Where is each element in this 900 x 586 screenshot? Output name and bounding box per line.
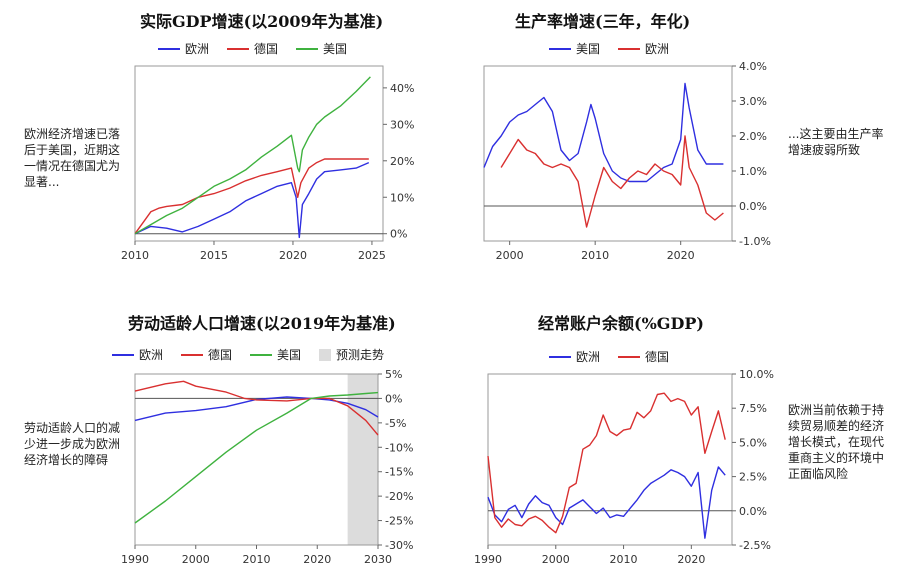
y-tick-label: -25% <box>385 515 413 528</box>
legend-item-europe: 欧洲 <box>158 40 209 57</box>
x-tick-label: 2020 <box>303 553 331 566</box>
legend-gdp: 欧洲 德国 美国 <box>158 40 347 57</box>
x-tick-label: 2010 <box>610 553 638 566</box>
plot-frame <box>483 65 733 242</box>
annotation-productivity: ...这主要由生产率增速疲弱所致 <box>788 127 884 157</box>
series-line-0 <box>134 396 379 422</box>
series-line-1 <box>134 158 369 235</box>
x-tick-label: 1990 <box>474 553 502 566</box>
legend-productivity: 美国 欧洲 <box>549 40 669 57</box>
series-line-1 <box>134 380 379 436</box>
chart-title-gdp: 实际GDP增速(以2009年为基准) <box>140 12 384 31</box>
legend-item-forecast: 预测走势 <box>319 346 384 363</box>
series-line-1 <box>487 392 726 534</box>
plot-gdp: 2010 2015 2020 2025 0% 10% 20% 30% 40% <box>121 65 414 262</box>
legend-item-usa: 美国 <box>549 40 600 57</box>
legend-item-europe: 欧洲 <box>549 348 600 365</box>
legend-label-germany: 德国 <box>208 348 233 362</box>
series-line-0 <box>483 82 724 183</box>
series-line-1 <box>500 135 724 228</box>
legend-label-usa: 美国 <box>323 42 348 56</box>
y-tick-label: 0.0% <box>739 200 767 213</box>
y-tick-label: 7.5% <box>739 402 767 415</box>
forecast-band <box>347 374 378 545</box>
y-tick-label: 0% <box>390 228 407 241</box>
y-tick-label: 5% <box>385 368 402 381</box>
y-tick-label: 20% <box>390 155 414 168</box>
x-tick-label: 2020 <box>667 249 695 262</box>
plot-frame <box>134 65 384 242</box>
plot-current-account: 1990 2000 2010 2020 10.0% 7.5% 5.0% 2.5% 0.0% -2.… <box>474 368 774 566</box>
plot-productivity: 2000 2010 2020 -1.0% 0.0% 1.0% 2.0% 3.0% 4.0% <box>483 60 771 262</box>
legend-label-forecast: 预测走势 <box>336 348 385 362</box>
chart-title-current-account: 经常账户余额(%GDP) <box>538 314 704 333</box>
y-tick-label: -10% <box>385 441 413 454</box>
x-tick-label: 2000 <box>496 249 524 262</box>
annotation-labour: 劳动适龄人口的减少进一步成为欧洲经济增长的障碍 <box>24 421 121 467</box>
x-tick-label: 2030 <box>364 553 392 566</box>
chart-title-labour: 劳动适龄人口增速(以2019年为基准) <box>128 314 396 333</box>
series-line-2 <box>134 76 371 235</box>
annotation-current-account: 欧洲当前依赖于持续贸易顺差的经济增长模式，在现代重商主义的环境中正面临风险 <box>788 403 885 481</box>
annotation-gdp: 欧洲经济增速已落后于美国，近期这一情况在德国尤为显著... <box>24 127 121 189</box>
legend-labour: 欧洲 德国 美国 预测走势 <box>112 346 384 363</box>
y-tick-label: 3.0% <box>739 95 767 108</box>
y-tick-label: -30% <box>385 539 413 552</box>
y-tick-label: -2.5% <box>739 539 771 552</box>
legend-item-europe: 欧洲 <box>112 346 163 363</box>
chart-title-productivity: 生产率增速(三年，年化) <box>515 12 691 31</box>
y-tick-label: 30% <box>390 118 414 131</box>
x-tick-label: 2010 <box>121 249 149 262</box>
y-tick-label: 40% <box>390 82 414 95</box>
legend-label-usa: 美国 <box>277 348 302 362</box>
y-tick-label: 5.0% <box>739 436 767 449</box>
y-tick-label: -15% <box>385 466 413 479</box>
legend-item-germany: 德国 <box>227 40 278 57</box>
x-tick-label: 2000 <box>182 553 210 566</box>
legend-label-germany: 德国 <box>645 350 670 364</box>
y-tick-label: 4.0% <box>739 60 767 73</box>
x-tick-label: 2010 <box>581 249 609 262</box>
y-tick-label: 2.5% <box>739 471 767 484</box>
plot-labour: 1990 2000 2010 2020 2030 5% 0% -5% -10% -15% -20% -… <box>121 368 413 566</box>
y-tick-label: 10.0% <box>739 368 774 381</box>
legend-label-germany: 德国 <box>254 42 279 56</box>
legend-item-usa: 美国 <box>296 40 347 57</box>
plot-frame <box>487 373 733 546</box>
y-tick-label: 0.0% <box>739 505 767 518</box>
legend-label-europe: 欧洲 <box>576 350 601 364</box>
legend-label-europe: 欧洲 <box>185 42 210 56</box>
x-tick-label: 1990 <box>121 553 149 566</box>
x-tick-label: 2015 <box>200 249 228 262</box>
y-tick-label: 0% <box>385 392 402 405</box>
x-tick-label: 2010 <box>243 553 271 566</box>
legend-label-europe: 欧洲 <box>645 42 670 56</box>
x-tick-label: 2020 <box>279 249 307 262</box>
legend-item-germany: 德国 <box>181 346 232 363</box>
y-tick-label: -5% <box>385 417 406 430</box>
legend-label-usa: 美国 <box>576 42 601 56</box>
y-tick-label: 2.0% <box>739 130 767 143</box>
y-tick-label: -1.0% <box>739 235 771 248</box>
legend-label-europe: 欧洲 <box>139 348 164 362</box>
y-tick-label: 10% <box>390 191 414 204</box>
x-tick-label: 2025 <box>358 249 386 262</box>
legend-current-account: 欧洲 德国 <box>549 348 669 365</box>
y-tick-label: -20% <box>385 490 413 503</box>
x-tick-label: 2020 <box>677 553 705 566</box>
series-line-0 <box>134 161 370 239</box>
x-tick-label: 2000 <box>542 553 570 566</box>
legend-item-germany: 德国 <box>618 348 669 365</box>
series-line-2 <box>134 391 379 524</box>
legend-item-usa: 美国 <box>250 346 301 363</box>
series-line-0 <box>487 466 726 539</box>
legend-item-europe: 欧洲 <box>618 40 669 57</box>
y-tick-label: 1.0% <box>739 165 767 178</box>
